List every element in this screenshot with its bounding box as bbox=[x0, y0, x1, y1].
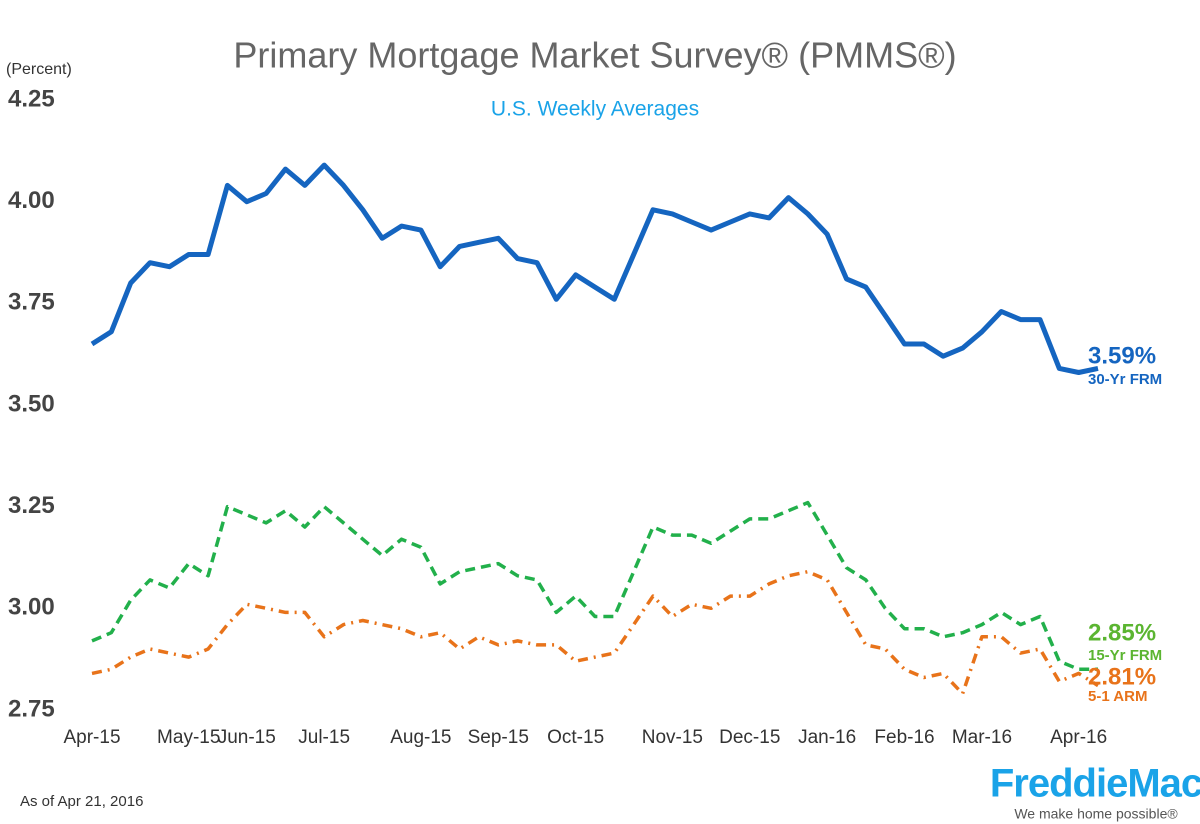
x-tick-label: Oct-15 bbox=[547, 727, 604, 748]
y-tick-label: 3.00 bbox=[8, 594, 55, 621]
series-line bbox=[91, 569, 1099, 696]
x-tick-label: Feb-16 bbox=[874, 727, 934, 748]
x-tick-label: Dec-15 bbox=[719, 727, 780, 748]
x-tick-label: Jan-16 bbox=[798, 727, 856, 748]
y-tick-label: 3.25 bbox=[8, 492, 55, 519]
x-tick-label: Mar-16 bbox=[952, 727, 1012, 748]
x-tick-label: Apr-15 bbox=[63, 727, 120, 748]
x-tick-label: Apr-16 bbox=[1050, 727, 1107, 748]
x-tick-label: May-15 bbox=[157, 727, 220, 748]
x-tick-label: Jul-15 bbox=[298, 727, 350, 748]
y-tick-label: 4.00 bbox=[8, 187, 55, 214]
end-label-value: 2.81% bbox=[1088, 663, 1156, 690]
y-tick-label: 3.50 bbox=[8, 390, 55, 417]
end-label-value: 2.85% bbox=[1088, 619, 1156, 646]
chart-subtitle: U.S. Weekly Averages bbox=[491, 98, 699, 121]
series-line bbox=[90, 162, 1099, 375]
logo-name: FreddieMac bbox=[990, 762, 1200, 806]
y-axis-label: (Percent) bbox=[6, 61, 72, 78]
chart-title: Primary Mortgage Market Survey® (PMMS®) bbox=[233, 35, 956, 76]
y-tick-label: 2.75 bbox=[8, 695, 55, 722]
legend-label: 30-Yr FRM bbox=[1088, 371, 1162, 388]
logo-tagline: We make home possible® bbox=[1014, 806, 1178, 822]
end-label-value: 3.59% bbox=[1088, 342, 1156, 369]
x-tick-label: Aug-15 bbox=[390, 727, 451, 748]
series-line bbox=[91, 500, 1098, 672]
x-tick-label: Sep-15 bbox=[468, 727, 529, 748]
legend-label: 15-Yr FRM bbox=[1088, 647, 1162, 664]
y-tick-label: 3.75 bbox=[8, 289, 55, 316]
legend-label: 5-1 ARM bbox=[1088, 688, 1147, 705]
x-tick-label: Jun-15 bbox=[218, 727, 276, 748]
x-tick-label: Nov-15 bbox=[642, 727, 703, 748]
footnote: As of Apr 21, 2016 bbox=[20, 793, 143, 810]
y-tick-label: 4.25 bbox=[8, 85, 55, 112]
